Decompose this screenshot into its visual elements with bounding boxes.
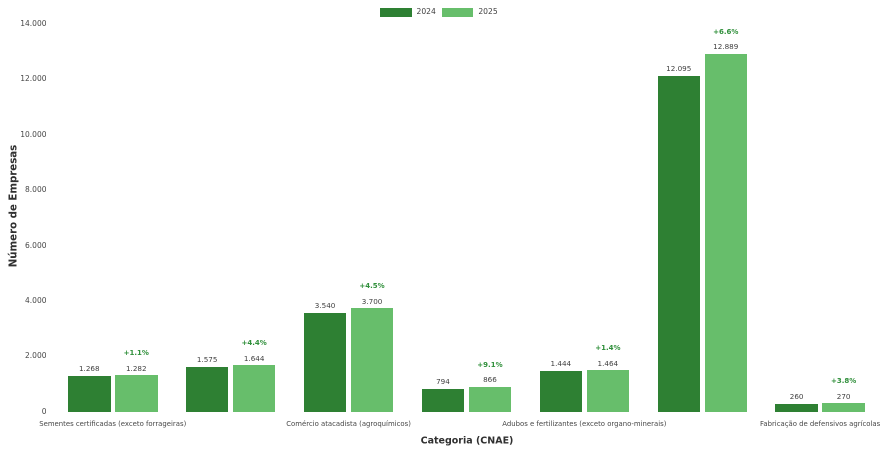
bar-2025-group-6	[704, 53, 747, 412]
bar-2024-group-1	[68, 375, 111, 412]
y-tick-label: 2.000	[25, 351, 47, 361]
bar-value-label: 260	[789, 391, 804, 401]
bar-value-label: 794	[436, 377, 450, 387]
y-tick-label: 14.000	[20, 19, 47, 28]
pct-change-label: +1.4%	[595, 344, 621, 353]
pct-change-label: +6.6%	[713, 27, 739, 36]
y-tick-label: 6.000	[25, 240, 47, 250]
pct-change-label: +1.1%	[123, 349, 149, 358]
y-tick-label: 12.000	[20, 74, 47, 84]
x-axis-title: Categoria (CNAE)	[420, 435, 514, 447]
bar-value-label: 1.575	[196, 355, 218, 365]
bar-2025-group-7	[822, 403, 865, 412]
bar-2024-group-3	[303, 312, 347, 412]
bar-2025-group-1	[115, 375, 158, 412]
bar-value-label: 1.444	[550, 359, 572, 369]
x-tick-label: Sementes certificadas (exceto forrageira…	[39, 419, 187, 428]
x-tick-label: Adubos e fertilizantes (exceto organo-mi…	[502, 419, 667, 428]
bar-2025-group-5	[586, 370, 630, 412]
bar-2025-group-3	[350, 308, 394, 412]
bar-value-label: 270	[836, 391, 851, 401]
bar-2024-group-2	[185, 367, 229, 412]
legend-swatch-2025	[441, 8, 474, 17]
legend-label-2025: 2025	[478, 7, 498, 17]
bar-value-label: 3.540	[314, 301, 336, 311]
y-tick-label: 4.000	[25, 296, 47, 305]
pct-change-label: +4.4%	[241, 339, 267, 348]
x-tick-label: Comércio atacadista (agroquímicos)	[286, 419, 411, 428]
y-tick-label: 8.000	[25, 185, 47, 195]
bar-value-label: 1.644	[243, 353, 265, 363]
bar-2025-group-2	[232, 365, 276, 412]
bar-value-label: 1.282	[125, 363, 147, 373]
bar-value-label: 1.268	[78, 363, 100, 373]
y-axis-title: Número de Empresas	[8, 144, 19, 267]
bar-2025-group-4	[468, 386, 512, 412]
bar-2024-group-5	[539, 370, 583, 412]
legend-item-2024: 2024	[380, 8, 436, 17]
pct-change-label: +9.1%	[477, 360, 503, 369]
y-tick-label: 10.000	[20, 129, 47, 139]
pct-change-label: +3.8%	[831, 377, 857, 386]
y-tick-label: 0	[41, 406, 47, 416]
legend-swatch-2024	[380, 8, 412, 17]
bar-2024-group-6	[657, 75, 700, 412]
legend-item-2025: 2025	[441, 7, 498, 17]
bar-value-label: 1.464	[597, 358, 619, 368]
bar-value-label: 3.700	[361, 296, 383, 306]
bar-value-label: 12.889	[713, 42, 739, 52]
bar-2024-group-4	[421, 388, 465, 412]
legend-label-2024: 2024	[416, 7, 436, 17]
pct-change-label: +4.5%	[359, 282, 385, 291]
bar-2024-group-7	[775, 403, 818, 412]
bar-value-label: 12.095	[666, 64, 692, 74]
legend: 2024 2025	[380, 8, 498, 17]
bar-value-label: 866	[483, 375, 497, 385]
x-tick-label: Fabricação de defensivos agrícolas	[760, 419, 881, 428]
